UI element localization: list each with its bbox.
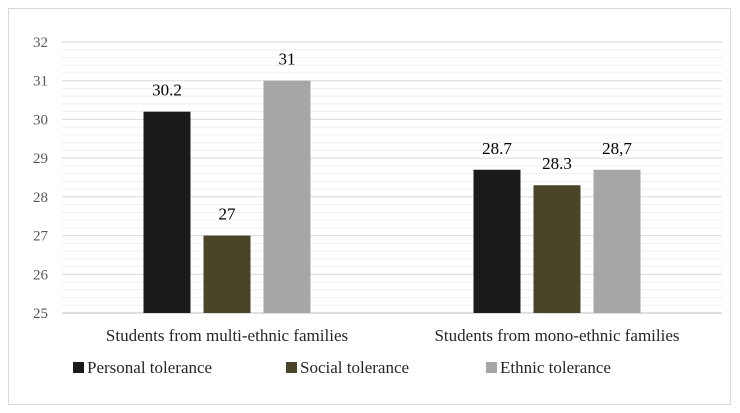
bar xyxy=(143,111,191,313)
label-layer: 25 26 27 28 29 30 31 32 30.2 27 31 Students from mu… xyxy=(33,35,680,345)
bar xyxy=(203,235,251,313)
bar-layer xyxy=(143,80,641,313)
x-category-label: Students from multi-ethnic families xyxy=(106,326,348,345)
bar xyxy=(263,80,311,313)
y-tick-label: 31 xyxy=(33,74,48,90)
y-tick-label: 26 xyxy=(33,267,49,283)
data-label: 28,7 xyxy=(602,139,632,158)
y-tick-label: 29 xyxy=(33,151,48,167)
x-category-label: Students from mono-ethnic families xyxy=(434,326,679,345)
y-tick-label: 28 xyxy=(33,190,48,206)
data-label: 28.7 xyxy=(482,139,512,158)
legend-swatch xyxy=(286,362,297,373)
legend-label: Personal tolerance xyxy=(87,358,212,377)
bar xyxy=(593,169,641,313)
y-tick-label: 27 xyxy=(33,229,49,245)
bar xyxy=(473,169,521,313)
y-tick-label: 30 xyxy=(33,112,48,128)
legend: Personal tolerance Social tolerance Ethnic… xyxy=(73,358,611,377)
y-tick-label: 32 xyxy=(33,35,48,51)
bar xyxy=(533,185,581,313)
data-label: 28.3 xyxy=(542,154,572,173)
legend-label: Ethnic tolerance xyxy=(500,358,611,377)
legend-swatch xyxy=(486,362,497,373)
data-label: 30.2 xyxy=(152,81,182,100)
legend-swatch xyxy=(73,362,84,373)
legend-label: Social tolerance xyxy=(300,358,409,377)
data-label: 27 xyxy=(219,205,237,224)
data-label: 31 xyxy=(279,50,296,69)
y-tick-label: 25 xyxy=(33,306,48,322)
